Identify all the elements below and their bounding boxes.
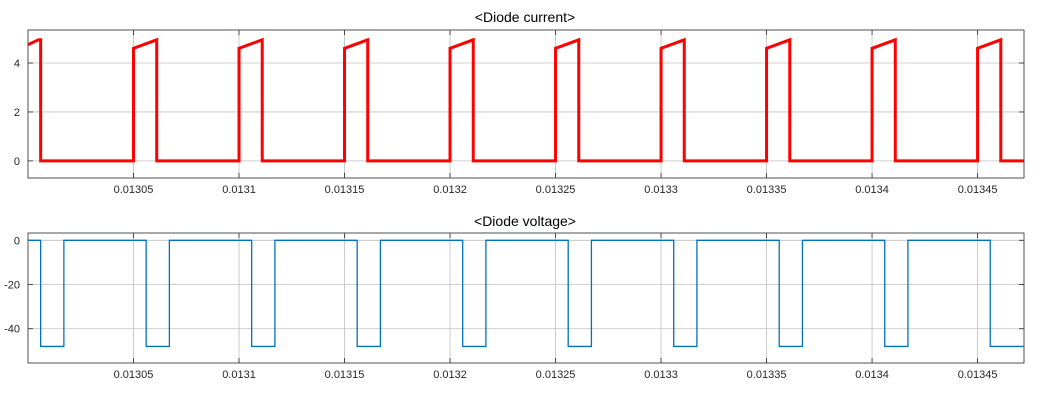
x-tick-label: 0.01305 xyxy=(114,184,154,196)
x-tick-label: 0.01315 xyxy=(325,369,365,381)
y-tick-label: -40 xyxy=(4,324,20,336)
x-tick-label: 0.0133 xyxy=(644,369,678,381)
x-tick-label: 0.01345 xyxy=(958,184,998,196)
x-tick-label: 0.0131 xyxy=(222,184,256,196)
x-tick-label: 0.0132 xyxy=(433,184,467,196)
diode-voltage-plot: <Diode voltage> 0.01305 0.0131 0.01315 0.01… xyxy=(4,213,1025,381)
x-tick-label: 0.0132 xyxy=(433,369,467,381)
axes-box xyxy=(27,29,1025,179)
x-tick-label: 0.01335 xyxy=(747,369,787,381)
x-tick-label: 0.01335 xyxy=(747,184,787,196)
x-tick-label: 0.0134 xyxy=(855,369,889,381)
x-tick-label: 0.0131 xyxy=(222,369,256,381)
x-tick-label: 0.01305 xyxy=(114,369,154,381)
ticks: 0.01305 0.0131 0.01315 0.0132 0.01325 0.0133 0… xyxy=(14,30,1024,196)
y-tick-label: 0 xyxy=(14,156,20,168)
y-tick-label: 4 xyxy=(14,58,20,70)
series-line xyxy=(27,37,1024,163)
series xyxy=(27,37,1024,163)
x-tick-label: 0.01325 xyxy=(536,184,576,196)
axes-box xyxy=(27,232,1025,364)
chart-title: <Diode current> xyxy=(475,9,575,25)
y-tick-label: 2 xyxy=(14,107,20,119)
chart-title: <Diode voltage> xyxy=(474,213,576,229)
y-tick-label: 0 xyxy=(14,235,20,247)
diode-current-plot: <Diode current> 0.01305 0.0131 0.01315 0.01… xyxy=(14,9,1025,196)
x-tick-label: 0.01345 xyxy=(958,369,998,381)
series-line xyxy=(28,239,1024,348)
x-tick-label: 0.01315 xyxy=(325,184,365,196)
x-tick-label: 0.0134 xyxy=(855,184,889,196)
ticks: 0.01305 0.0131 0.01315 0.0132 0.01325 0.0133 0… xyxy=(4,233,1024,381)
y-tick-label: -20 xyxy=(4,280,20,292)
series xyxy=(28,239,1024,348)
x-tick-label: 0.01325 xyxy=(536,369,576,381)
x-tick-label: 0.0133 xyxy=(644,184,678,196)
